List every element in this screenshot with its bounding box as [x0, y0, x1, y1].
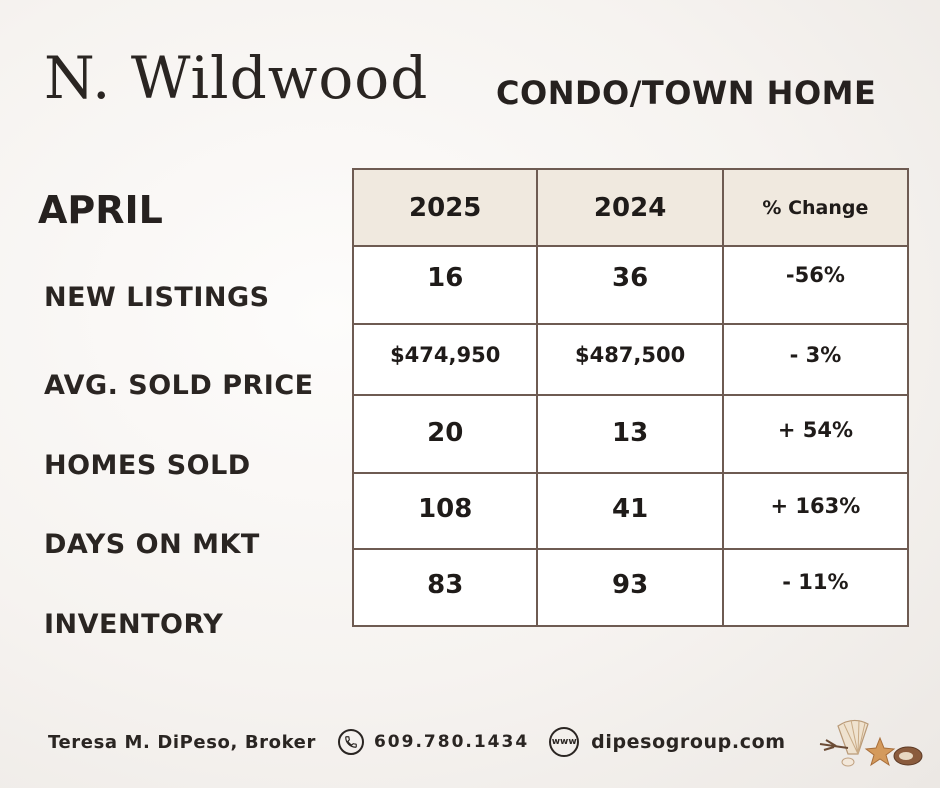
period-label: APRIL [38, 188, 163, 232]
table-row: 108 41 + 163% [351, 472, 910, 550]
globe-icon: www [549, 727, 580, 757]
table-cell: 108 [351, 472, 539, 550]
table-cell: 36 [536, 245, 724, 325]
row-label-homes-sold: HOMES SOLD [44, 450, 251, 481]
phone-icon [337, 729, 364, 755]
table-cell: 41 [536, 472, 724, 550]
table-row: 83 93 - 11% [351, 548, 910, 627]
table-cell: + 54% [721, 394, 910, 474]
table-cell: -56% [721, 245, 910, 325]
table-cell: $487,500 [536, 323, 724, 396]
conch-shell-icon [893, 746, 923, 766]
website-link[interactable]: dipesogroup.com [591, 731, 786, 753]
row-label-avg-sold-price: AVG. SOLD PRICE [44, 370, 314, 401]
broker-name: Teresa M. DiPeso, Broker [48, 731, 316, 753]
column-header-2025: 2025 [351, 168, 539, 247]
row-label-new-listings: NEW LISTINGS [44, 282, 270, 313]
table-cell: 13 [536, 394, 724, 474]
table-cell: 16 [351, 245, 539, 325]
table-cell: 20 [351, 394, 539, 474]
page-title: N. Wildwood [44, 44, 429, 112]
starfish-icon [864, 736, 896, 767]
table-row: $474,950 $487,500 - 3% [351, 323, 910, 396]
row-label-days-on-mkt: DAYS ON MKT [44, 529, 260, 560]
stats-table: 2025 2024 % Change 16 36 -56% $474,950 $… [351, 168, 910, 627]
table-cell: + 163% [721, 472, 910, 550]
table-cell: $474,950 [351, 323, 539, 396]
property-type-heading: CONDO/TOWN HOME [496, 74, 877, 112]
column-header-2024: 2024 [536, 168, 724, 247]
seashell-fan-icon [837, 719, 869, 755]
table-row: 16 36 -56% [351, 245, 910, 325]
seashells-icon [819, 719, 923, 767]
table-header-row: 2025 2024 % Change [351, 168, 910, 247]
table-row: 20 13 + 54% [351, 394, 910, 474]
footer: Teresa M. DiPeso, Broker 609.780.1434 ww… [48, 727, 786, 757]
column-header-pct-change: % Change [721, 168, 910, 247]
table-cell: - 3% [721, 323, 910, 396]
row-label-inventory: INVENTORY [44, 609, 224, 640]
twig-icon [819, 739, 849, 751]
phone-icon-glyph [345, 736, 357, 748]
table-cell: 93 [536, 548, 724, 627]
table-cell: 83 [351, 548, 539, 627]
small-shell-icon [841, 757, 855, 767]
table-cell: - 11% [721, 548, 910, 627]
www-icon-text: www [551, 737, 577, 747]
phone-number[interactable]: 609.780.1434 [373, 732, 530, 752]
